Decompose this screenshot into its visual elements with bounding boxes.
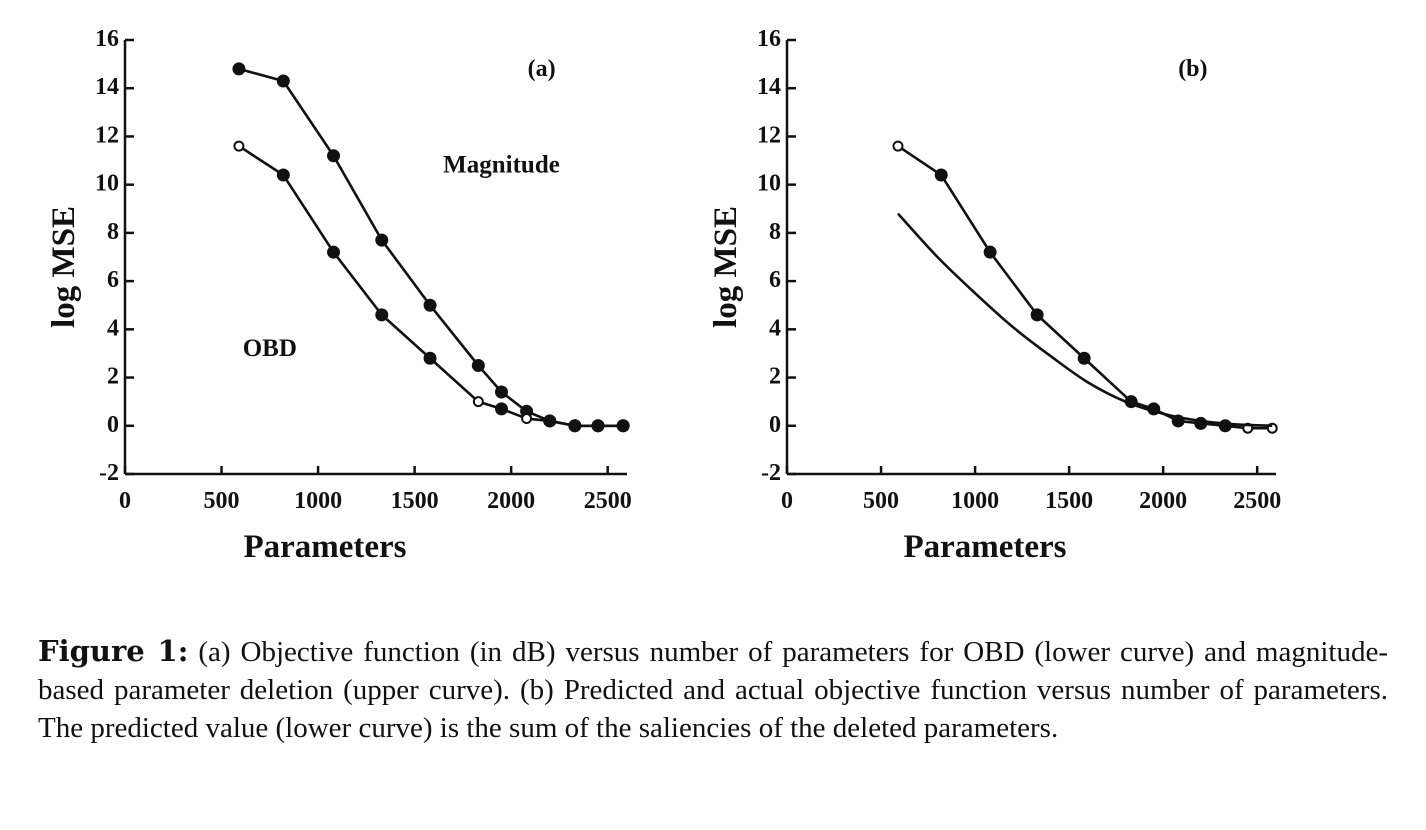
data-point-obd	[375, 308, 389, 322]
data-point-obd	[521, 413, 533, 425]
series-line-magnitude	[238, 67, 624, 428]
y-tick-label: 0	[769, 412, 781, 438]
x-axis-title: Parameters	[903, 529, 1066, 565]
x-tick-label: 2500	[584, 488, 632, 514]
y-tick-label: 16	[757, 26, 781, 52]
data-point-obd	[495, 402, 508, 416]
data-point-obd	[543, 414, 557, 428]
data-point-actual	[1030, 308, 1044, 322]
x-tick-label: 2000	[487, 488, 535, 514]
data-point-obd	[327, 245, 341, 259]
series-line-actual	[897, 145, 1273, 430]
data-point-obd	[616, 419, 630, 433]
y-tick-label: 10	[757, 171, 781, 197]
panel-label-b: (b)	[1178, 56, 1207, 82]
data-point-magnitude	[327, 149, 341, 163]
y-tick-label: 4	[769, 315, 781, 341]
y-tick-label: 0	[107, 412, 119, 438]
y-tick-label: 6	[107, 267, 119, 293]
figure-caption: Figure 1: (a) Objective function (in dB)…	[38, 632, 1388, 747]
y-tick-label: 6	[769, 267, 781, 293]
x-tick-label: 2000	[1139, 488, 1187, 514]
y-tick-label: -2	[99, 460, 119, 486]
data-point-obd	[568, 419, 582, 433]
x-tick-label: 1500	[1045, 488, 1093, 514]
y-tick-label: 2	[107, 364, 119, 390]
panel-label-a: (a)	[528, 56, 556, 82]
y-tick-label: 10	[95, 171, 119, 197]
data-point-magnitude	[495, 385, 508, 399]
data-point-magnitude	[232, 62, 246, 76]
data-point-magnitude	[471, 359, 485, 372]
y-tick-label: 14	[95, 74, 119, 100]
data-point-obd	[591, 419, 605, 433]
series-line-predicted	[897, 212, 1273, 428]
data-point-obd	[233, 140, 245, 152]
annotation-obd: OBD	[243, 335, 297, 362]
y-tick-label: 12	[95, 122, 119, 148]
x-tick-label: 2500	[1233, 488, 1281, 514]
x-tick-label: 500	[863, 488, 899, 514]
y-tick-label: -2	[761, 460, 781, 486]
y-tick-label: 12	[757, 122, 781, 148]
data-point-magnitude	[375, 233, 389, 247]
y-tick-label: 8	[107, 219, 119, 245]
data-point-actual	[892, 140, 904, 152]
y-tick-label: 14	[757, 74, 781, 100]
x-tick-label: 0	[781, 488, 793, 514]
data-point-obd	[472, 396, 484, 408]
x-tick-label: 1000	[294, 488, 342, 514]
x-tick-label: 500	[204, 488, 240, 514]
caption-text: (a) Objective function (in dB) versus nu…	[38, 636, 1388, 744]
y-tick-label: 2	[769, 364, 781, 390]
x-axis-title: Parameters	[243, 529, 406, 565]
data-point-magnitude	[276, 74, 290, 88]
y-axis-title: log MSE	[708, 206, 744, 328]
x-tick-label: 1000	[951, 488, 999, 514]
y-tick-label: 16	[95, 26, 119, 52]
data-point-obd	[276, 168, 290, 182]
series-line-obd	[238, 144, 624, 428]
data-point-actual	[934, 168, 948, 182]
x-tick-label: 0	[119, 488, 131, 514]
data-point-obd	[423, 351, 437, 365]
x-tick-label: 1500	[391, 488, 439, 514]
y-tick-label: 4	[107, 315, 119, 341]
caption-label: Figure 1:	[38, 634, 189, 668]
y-axis-title: log MSE	[46, 206, 82, 328]
data-point-magnitude	[423, 298, 437, 312]
y-tick-label: 8	[769, 219, 781, 245]
data-point-actual	[1218, 419, 1232, 433]
data-point-actual	[983, 245, 997, 259]
data-point-actual	[1077, 351, 1091, 365]
annotation-magnitude: Magnitude	[443, 152, 560, 179]
